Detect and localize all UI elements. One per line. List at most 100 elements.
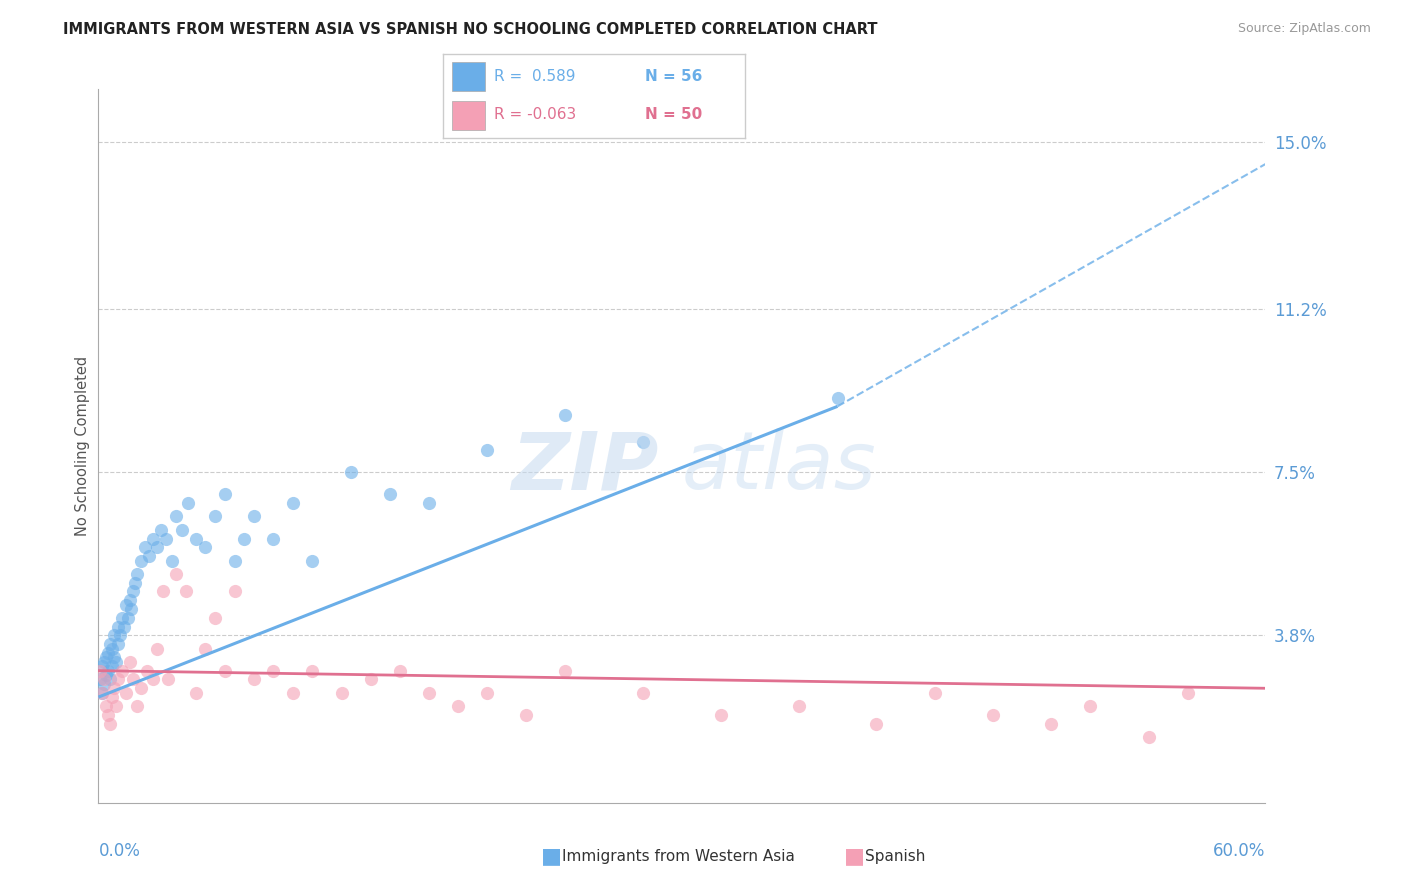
Point bbox=[101, 641, 124, 656]
Point bbox=[96, 650, 118, 665]
Point bbox=[710, 707, 733, 722]
Point bbox=[787, 698, 810, 713]
Point bbox=[112, 619, 135, 633]
Point bbox=[924, 686, 946, 700]
Point bbox=[129, 553, 152, 567]
Point bbox=[174, 584, 197, 599]
Point bbox=[127, 566, 149, 581]
Point bbox=[233, 532, 256, 546]
Point bbox=[89, 673, 111, 687]
Point bbox=[127, 698, 149, 713]
Point bbox=[93, 673, 115, 687]
Point bbox=[224, 553, 246, 567]
Point bbox=[118, 593, 141, 607]
Point bbox=[1040, 716, 1063, 731]
Text: ZIP: ZIP bbox=[512, 428, 658, 507]
Point bbox=[114, 686, 136, 700]
Point bbox=[96, 668, 118, 682]
Point bbox=[152, 584, 174, 599]
Point bbox=[149, 523, 172, 537]
Point bbox=[146, 641, 169, 656]
Point bbox=[388, 664, 411, 678]
Point bbox=[91, 659, 114, 673]
Point bbox=[129, 681, 152, 696]
Point bbox=[447, 698, 470, 713]
Point bbox=[134, 541, 156, 555]
Point bbox=[96, 698, 118, 713]
Point bbox=[93, 677, 115, 691]
Text: Spanish: Spanish bbox=[865, 849, 925, 863]
Point bbox=[243, 509, 266, 524]
Point bbox=[194, 541, 217, 555]
Point bbox=[981, 707, 1004, 722]
Point bbox=[360, 673, 382, 687]
Point bbox=[142, 532, 165, 546]
Point bbox=[515, 707, 537, 722]
Point bbox=[101, 690, 124, 704]
Text: R =  0.589: R = 0.589 bbox=[495, 69, 576, 84]
Point bbox=[107, 619, 129, 633]
Point bbox=[89, 664, 111, 678]
Point bbox=[103, 681, 125, 696]
Text: atlas: atlas bbox=[682, 428, 877, 507]
Point bbox=[477, 443, 499, 458]
Point bbox=[146, 541, 169, 555]
Text: IMMIGRANTS FROM WESTERN ASIA VS SPANISH NO SCHOOLING COMPLETED CORRELATION CHART: IMMIGRANTS FROM WESTERN ASIA VS SPANISH … bbox=[63, 22, 877, 37]
Point bbox=[98, 637, 121, 651]
Point bbox=[93, 655, 115, 669]
Point bbox=[108, 628, 131, 642]
Point bbox=[97, 664, 120, 678]
Point bbox=[554, 408, 576, 422]
Point bbox=[243, 673, 266, 687]
Point bbox=[477, 686, 499, 700]
Text: N = 56: N = 56 bbox=[645, 69, 703, 84]
Point bbox=[157, 673, 180, 687]
Point bbox=[165, 509, 187, 524]
Text: ■: ■ bbox=[844, 847, 865, 866]
Point bbox=[301, 664, 323, 678]
Point bbox=[418, 496, 440, 510]
Point bbox=[162, 553, 184, 567]
Point bbox=[101, 659, 124, 673]
Point bbox=[330, 686, 353, 700]
Point bbox=[98, 716, 121, 731]
Point bbox=[262, 532, 284, 546]
Point bbox=[301, 553, 323, 567]
Point bbox=[1137, 730, 1160, 744]
Point bbox=[103, 628, 125, 642]
Point bbox=[121, 602, 143, 616]
Text: N = 50: N = 50 bbox=[645, 107, 703, 122]
Point bbox=[122, 584, 145, 599]
Point bbox=[97, 646, 120, 660]
Point bbox=[114, 598, 136, 612]
Point bbox=[281, 496, 304, 510]
Point bbox=[170, 523, 193, 537]
Point bbox=[136, 664, 159, 678]
Point bbox=[177, 496, 200, 510]
Point bbox=[204, 611, 226, 625]
Point bbox=[631, 434, 654, 449]
Point bbox=[118, 655, 141, 669]
Point bbox=[262, 664, 284, 678]
Point bbox=[91, 686, 114, 700]
Point bbox=[155, 532, 177, 546]
Point bbox=[184, 532, 207, 546]
Point bbox=[122, 673, 145, 687]
Point bbox=[418, 686, 440, 700]
Point bbox=[865, 716, 887, 731]
Point bbox=[214, 664, 236, 678]
Text: Source: ZipAtlas.com: Source: ZipAtlas.com bbox=[1237, 22, 1371, 36]
Point bbox=[107, 673, 129, 687]
Point bbox=[554, 664, 576, 678]
Point bbox=[214, 487, 236, 501]
Text: ■: ■ bbox=[541, 847, 562, 866]
FancyBboxPatch shape bbox=[451, 62, 485, 91]
Point bbox=[111, 611, 134, 625]
Point bbox=[97, 707, 120, 722]
Point bbox=[138, 549, 160, 563]
Y-axis label: No Schooling Completed: No Schooling Completed bbox=[75, 356, 90, 536]
Point bbox=[378, 487, 402, 501]
Point bbox=[111, 664, 134, 678]
Point bbox=[827, 391, 849, 405]
Point bbox=[124, 575, 146, 590]
